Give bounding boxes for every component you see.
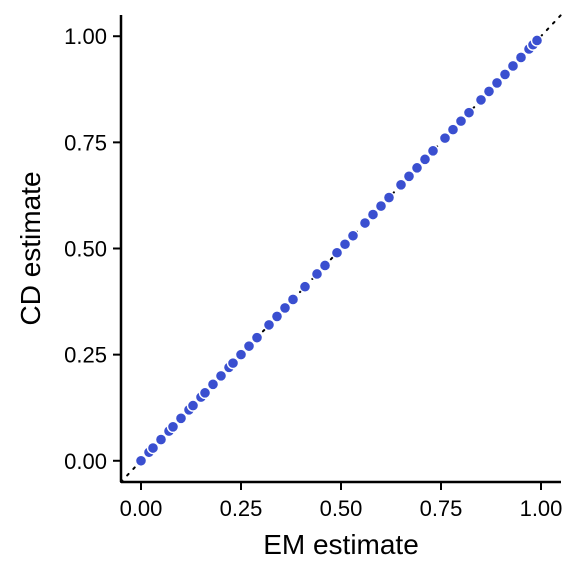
data-point: [146, 441, 160, 455]
data-point: [482, 85, 496, 98]
x-axis-title: EM estimate: [263, 529, 419, 560]
data-point: [278, 301, 292, 315]
data-point: [318, 259, 332, 272]
data-point: [346, 229, 360, 242]
data-point: [454, 114, 468, 128]
data-point: [410, 161, 424, 175]
data-point: [186, 399, 200, 412]
y-tick-label: 0.25: [64, 343, 107, 368]
data-point: [462, 106, 476, 119]
data-point: [374, 199, 388, 213]
x-tick-label: 0.00: [120, 496, 163, 521]
x-tick-label: 0.50: [320, 496, 363, 521]
data-point: [438, 131, 452, 145]
data-point: [402, 170, 416, 183]
data-point: [310, 267, 324, 281]
data-point: [366, 208, 380, 221]
x-tick-label: 0.75: [420, 496, 463, 521]
data-point: [498, 68, 512, 81]
data-point: [166, 420, 180, 434]
data-point: [286, 293, 300, 306]
data-point: [242, 339, 256, 353]
data-point: [154, 433, 168, 446]
data-point: [234, 348, 248, 361]
x-tick-label: 1.00: [520, 496, 563, 521]
data-point: [358, 216, 372, 230]
y-axis-title: CD estimate: [15, 171, 46, 325]
data-point: [174, 412, 188, 425]
data-point: [506, 59, 520, 73]
data-point: [418, 153, 432, 166]
data-point: [382, 191, 396, 204]
data-point: [250, 331, 264, 344]
y-tick-label: 0.75: [64, 130, 107, 155]
data-point: [446, 123, 460, 136]
data-point: [530, 34, 544, 47]
x-tick-label: 0.25: [220, 496, 263, 521]
data-point: [226, 356, 240, 370]
data-point: [338, 238, 352, 251]
y-tick-label: 0.00: [64, 449, 107, 474]
data-point: [394, 178, 408, 192]
data-point: [426, 144, 440, 158]
data-point: [206, 378, 220, 391]
ticks-layer: 0.00 0.25 0.50 0.75 1.00 0.00 0.25 0.50 0.75 1.00: [64, 24, 562, 521]
y-tick-label: 0.50: [64, 237, 107, 262]
data-point: [214, 369, 228, 383]
y-tick-label: 1.00: [64, 24, 107, 49]
data-point: [514, 51, 528, 64]
data-point: [198, 386, 212, 400]
data-point: [134, 454, 148, 467]
data-point: [298, 280, 312, 293]
plot-layer: [120, 14, 562, 483]
data-point: [330, 246, 344, 259]
data-point: [270, 310, 284, 323]
data-point: [262, 318, 276, 332]
data-point: [474, 93, 488, 107]
data-point: [490, 76, 504, 90]
